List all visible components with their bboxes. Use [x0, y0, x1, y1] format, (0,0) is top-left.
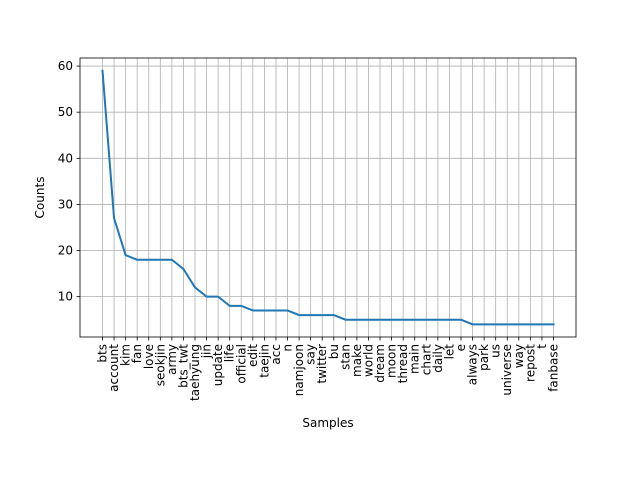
- x-tick-label: bu: [327, 344, 341, 359]
- x-tick-label: bts_twt: [176, 344, 190, 388]
- x-tick-label: us: [489, 344, 503, 358]
- x-tick-label: say: [304, 344, 318, 365]
- x-tick-label: chart: [419, 344, 433, 375]
- x-tick-label: army: [165, 344, 179, 375]
- x-tick-label: stan: [338, 344, 352, 370]
- x-tick-label: life: [223, 344, 237, 362]
- y-tick-label: 40: [58, 151, 73, 165]
- x-tick-label: official: [234, 344, 248, 384]
- x-tick-label: n: [281, 344, 295, 352]
- x-tick-label: thread: [396, 344, 410, 383]
- x-tick-label: kim: [119, 344, 133, 366]
- x-tick-label: taehyung: [188, 344, 202, 401]
- plot-frame: [79, 57, 577, 338]
- y-tick-label: 20: [58, 244, 73, 258]
- x-tick-label: acc: [269, 344, 283, 365]
- y-tick-label: 10: [58, 290, 73, 304]
- x-tick-label: edit: [246, 344, 260, 367]
- x-tick-label: moon: [385, 344, 399, 378]
- x-tick-label: let: [442, 344, 456, 360]
- x-tick-label: account: [107, 344, 121, 392]
- x-tick-label: world: [361, 344, 375, 377]
- x-tick-label: t: [535, 344, 549, 349]
- y-tick-label: 50: [58, 105, 73, 119]
- x-tick-label: e: [454, 344, 468, 351]
- y-axis-label: Counts: [33, 177, 47, 219]
- x-tick-label: fan: [130, 344, 144, 363]
- x-tick-label: always: [466, 344, 480, 385]
- x-axis-label: Samples: [302, 416, 353, 430]
- y-tick-label: 60: [58, 59, 73, 73]
- x-tick-label: make: [350, 344, 364, 377]
- tick-layer: btsaccountkimfanloveseokjinarmybts_twtta…: [58, 59, 561, 401]
- x-tick-label: daily: [431, 344, 445, 373]
- x-tick-label: taejin: [257, 344, 271, 378]
- x-tick-label: main: [408, 344, 422, 374]
- x-tick-label: jin: [200, 344, 214, 359]
- x-tick-label: update: [211, 344, 225, 386]
- series-layer: [101, 69, 555, 326]
- grid-lines: [80, 58, 576, 337]
- x-tick-label: seokjin: [153, 344, 167, 386]
- x-tick-label: dream: [373, 344, 387, 383]
- series-line: [101, 69, 555, 326]
- x-tick-label: fanbase: [547, 344, 561, 392]
- x-tick-label: twitter: [315, 344, 329, 384]
- y-tick-label: 30: [58, 197, 73, 211]
- x-tick-label: way: [512, 344, 526, 368]
- x-tick-label: love: [142, 344, 156, 369]
- x-tick-label: bts: [96, 344, 110, 363]
- x-tick-label: park: [477, 344, 491, 371]
- x-tick-label: universe: [500, 344, 514, 396]
- x-tick-label: repost: [523, 344, 537, 382]
- x-tick-label: namjoon: [292, 344, 306, 396]
